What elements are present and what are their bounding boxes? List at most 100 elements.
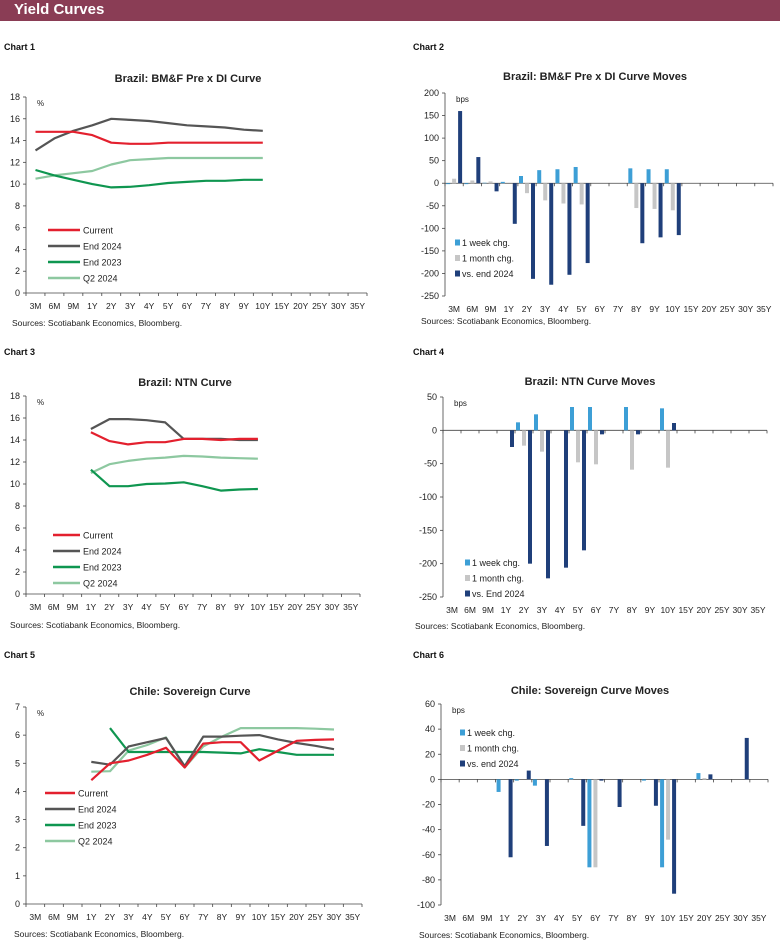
x-tick-label: 3M <box>444 913 456 923</box>
series-line-end-2024 <box>90 418 258 442</box>
y-tick-label: 12 <box>10 457 20 467</box>
y-tick-label: -250 <box>421 291 439 301</box>
x-tick-label: 10Y <box>252 912 267 922</box>
y-tick-label: -100 <box>421 223 439 233</box>
x-tick-label: 9M <box>485 304 497 314</box>
x-tick-label: 4Y <box>141 602 152 612</box>
x-tick-label: 9Y <box>645 913 656 923</box>
section-header: Yield Curves <box>0 0 780 21</box>
legend-label: Q2 2024 <box>83 579 118 589</box>
x-tick-label: 5Y <box>160 602 171 612</box>
bar-vs-end <box>526 770 531 780</box>
chart-title: Brazil: NTN Curve Moves <box>525 376 656 388</box>
bar-week <box>500 181 505 184</box>
bar-vs-end <box>672 423 676 431</box>
chart-3: Brazil: NTN Curve 0 2 4 6 8 10 12 14 16 18% 3M 6M 9M 1… <box>10 377 361 630</box>
bar-week <box>569 778 574 780</box>
x-tick-label: 3Y <box>540 304 551 314</box>
bar-vs-end <box>708 774 713 780</box>
chart-1: Brazil: BM&F Pre x DI Curve 0 2 4 6 8 10 12 14 16… <box>10 73 368 328</box>
x-tick-label: 10Y <box>255 301 270 311</box>
bar-vs-end <box>567 183 572 275</box>
bar-vs-end <box>531 183 535 279</box>
x-tick-label: 30Y <box>733 913 748 923</box>
bar-month <box>593 779 598 868</box>
bar-vs-end <box>658 183 663 238</box>
y-tick-label: 0 <box>15 288 20 298</box>
y-tick-label: 150 <box>424 111 439 121</box>
x-tick-label: 8Y <box>217 912 228 922</box>
y-tick-label: -100 <box>417 900 435 910</box>
legend-swatch <box>460 745 465 751</box>
x-tick-label: 9Y <box>649 304 660 314</box>
y-tick-label: -100 <box>419 492 437 502</box>
bar-week <box>664 169 669 184</box>
y-tick-label: -50 <box>426 201 439 211</box>
y-tick-label: 14 <box>10 435 20 445</box>
x-tick-label: 15Y <box>679 913 694 923</box>
bar-month <box>488 181 493 184</box>
bar-vs-end <box>512 183 517 224</box>
x-tick-label: 25Y <box>715 913 730 923</box>
section-title: Yield Curves <box>14 1 105 18</box>
chart-4: Brazil: NTN Curve Moves -250 -200 -150 -100 -… <box>415 376 768 631</box>
y-tick-label: 0 <box>15 899 20 909</box>
x-tick-label: 6M <box>462 913 474 923</box>
x-tick-label: 3Y <box>123 602 134 612</box>
x-tick-label: 35Y <box>750 605 765 615</box>
series-line-current <box>35 130 263 145</box>
y-tick-label: -60 <box>422 850 435 860</box>
bar-vs-end <box>585 183 590 264</box>
source-note: Sources: Scotiabank Economics, Bloomberg… <box>14 929 184 939</box>
x-tick-label: 6M <box>466 304 478 314</box>
chart-title: Chile: Sovereign Curve Moves <box>511 685 669 697</box>
bar-vs-end <box>744 737 749 780</box>
x-tick-label: 4Y <box>558 304 569 314</box>
y-tick-label: 50 <box>429 156 439 166</box>
bar-month <box>470 180 475 184</box>
y-tick-label: 6 <box>15 730 20 740</box>
x-tick-label: 6M <box>48 602 60 612</box>
series-line-end-2023 <box>109 727 334 756</box>
bar-week <box>464 183 469 185</box>
x-tick-label: 35Y <box>343 602 358 612</box>
x-tick-label: 9Y <box>239 301 250 311</box>
x-tick-label: 30Y <box>732 605 747 615</box>
x-tick-label: 3M <box>30 301 42 311</box>
legend-label: Current <box>78 789 109 799</box>
x-tick-label: 35Y <box>751 913 766 923</box>
x-tick-label: 1Y <box>87 301 98 311</box>
y-tick-label: 18 <box>10 92 20 102</box>
x-tick-label: 3M <box>29 912 41 922</box>
x-tick-label: 35Y <box>756 304 771 314</box>
y-tick-label: 4 <box>15 786 20 796</box>
bar-week <box>628 168 633 184</box>
chart-2-label: Chart 2 <box>413 42 445 52</box>
y-tick-label: 2 <box>15 266 20 276</box>
bar-vs-end <box>510 430 514 447</box>
chart-title: Brazil: BM&F Pre x DI Curve Moves <box>503 71 687 83</box>
x-tick-label: 3Y <box>537 605 548 615</box>
legend-label: End 2024 <box>83 242 122 252</box>
bar-week <box>587 779 592 868</box>
x-tick-label: 6Y <box>182 301 193 311</box>
chart-2: Brazil: BM&F Pre x DI Curve Moves -250 -20… <box>421 71 774 326</box>
x-tick-label: 6M <box>49 301 61 311</box>
bar-month <box>576 430 580 463</box>
source-note: Sources: Scotiabank Economics, Bloomberg… <box>415 621 585 631</box>
y-tick-label: 50 <box>427 392 437 402</box>
x-tick-label: 4Y <box>144 301 155 311</box>
unit-label: % <box>37 709 44 718</box>
x-tick-label: 7Y <box>197 602 208 612</box>
y-tick-label: 5 <box>15 758 20 768</box>
series-line-current <box>90 738 335 782</box>
x-tick-label: 2Y <box>518 913 529 923</box>
chart-1-label: Chart 1 <box>4 42 36 52</box>
x-tick-label: 2Y <box>106 301 117 311</box>
x-tick-label: 20Y <box>696 605 711 615</box>
legend-swatch <box>455 255 460 261</box>
x-tick-label: 2Y <box>522 304 533 314</box>
y-tick-label: 40 <box>425 724 435 734</box>
x-tick-label: 1Y <box>501 605 512 615</box>
x-tick-label: 7Y <box>608 913 619 923</box>
